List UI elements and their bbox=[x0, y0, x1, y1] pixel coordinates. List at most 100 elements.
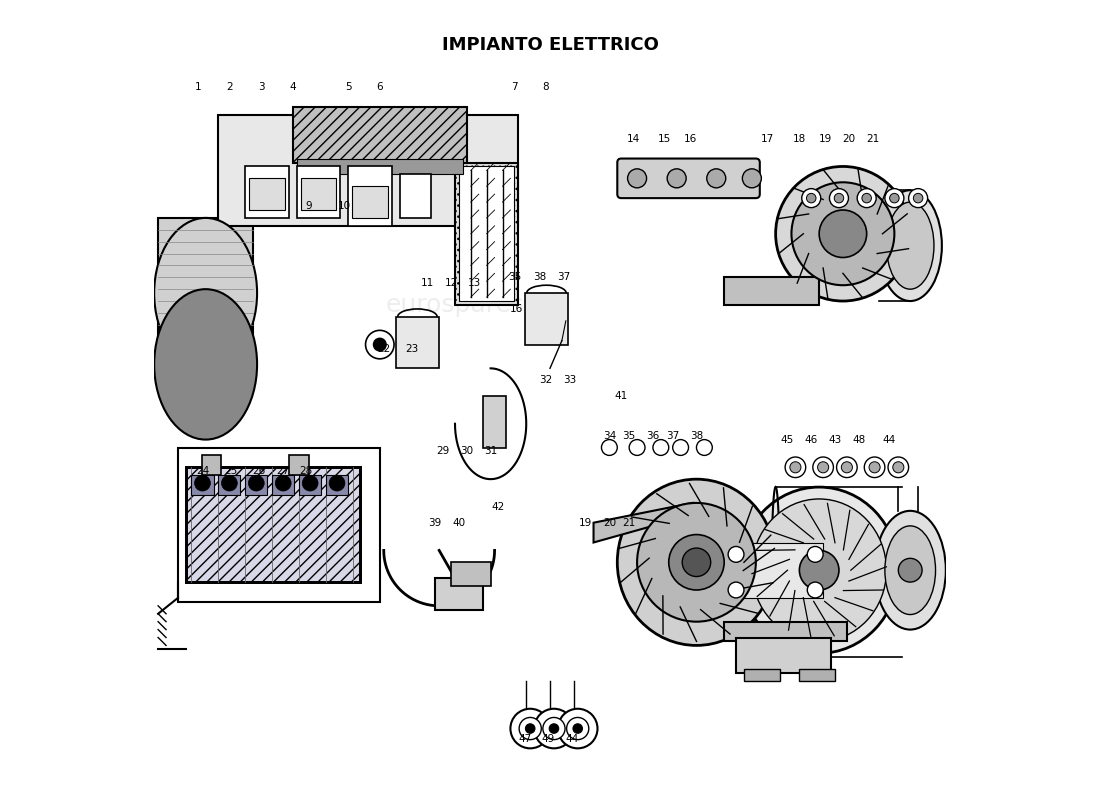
Circle shape bbox=[558, 709, 597, 748]
Text: 16: 16 bbox=[684, 134, 697, 144]
Text: 37: 37 bbox=[667, 430, 680, 441]
Polygon shape bbox=[594, 503, 693, 542]
Circle shape bbox=[365, 330, 394, 359]
Text: 8: 8 bbox=[542, 82, 549, 92]
Ellipse shape bbox=[874, 511, 946, 630]
Text: 35: 35 bbox=[623, 430, 636, 441]
Text: 39: 39 bbox=[429, 518, 442, 528]
Text: 38: 38 bbox=[534, 272, 547, 282]
Text: 20: 20 bbox=[603, 518, 616, 528]
Bar bbox=[436, 578, 483, 610]
Circle shape bbox=[519, 718, 541, 740]
Ellipse shape bbox=[669, 534, 724, 590]
Bar bbox=[352, 186, 387, 218]
Circle shape bbox=[696, 439, 713, 455]
Text: 29: 29 bbox=[437, 446, 450, 457]
Circle shape bbox=[913, 194, 923, 203]
Bar bbox=[245, 166, 289, 218]
Circle shape bbox=[813, 457, 834, 478]
Circle shape bbox=[817, 462, 828, 473]
Circle shape bbox=[195, 475, 210, 491]
Circle shape bbox=[728, 546, 744, 562]
Text: IMPIANTO ELETTRICO: IMPIANTO ELETTRICO bbox=[441, 36, 659, 54]
Bar bbox=[250, 178, 285, 210]
Circle shape bbox=[653, 439, 669, 455]
Circle shape bbox=[628, 169, 647, 188]
Text: 33: 33 bbox=[563, 375, 576, 386]
Text: 3: 3 bbox=[257, 82, 264, 92]
Text: 44: 44 bbox=[565, 734, 579, 744]
Ellipse shape bbox=[820, 210, 867, 258]
Ellipse shape bbox=[792, 182, 894, 286]
Text: 49: 49 bbox=[542, 734, 556, 744]
Text: 35: 35 bbox=[508, 272, 521, 282]
Bar bbox=[289, 455, 308, 475]
Circle shape bbox=[909, 189, 927, 208]
Circle shape bbox=[857, 189, 877, 208]
Text: 9: 9 bbox=[305, 201, 312, 211]
Bar bbox=[245, 475, 267, 495]
Circle shape bbox=[374, 338, 386, 351]
Bar bbox=[297, 166, 340, 218]
Circle shape bbox=[602, 439, 617, 455]
Bar bbox=[293, 107, 466, 162]
Circle shape bbox=[549, 724, 559, 734]
Text: 13: 13 bbox=[469, 278, 482, 288]
Circle shape bbox=[543, 718, 565, 740]
Text: 21: 21 bbox=[623, 518, 636, 528]
Text: 7: 7 bbox=[512, 82, 518, 92]
Bar bbox=[396, 317, 439, 368]
Text: 22: 22 bbox=[377, 343, 390, 354]
Bar bbox=[272, 475, 295, 495]
Circle shape bbox=[807, 546, 823, 562]
Text: 43: 43 bbox=[828, 434, 842, 445]
Bar bbox=[186, 467, 360, 582]
Bar bbox=[451, 562, 491, 586]
Circle shape bbox=[890, 194, 899, 203]
Bar bbox=[728, 542, 823, 598]
Text: 6: 6 bbox=[376, 82, 383, 92]
Circle shape bbox=[884, 189, 904, 208]
Text: 37: 37 bbox=[557, 272, 570, 282]
Ellipse shape bbox=[154, 289, 257, 439]
Ellipse shape bbox=[800, 550, 839, 590]
Circle shape bbox=[728, 582, 744, 598]
Circle shape bbox=[888, 457, 909, 478]
Text: 30: 30 bbox=[460, 446, 473, 457]
Text: 25: 25 bbox=[224, 466, 238, 476]
Circle shape bbox=[573, 724, 583, 734]
Circle shape bbox=[526, 724, 535, 734]
Text: 24: 24 bbox=[197, 466, 210, 476]
Ellipse shape bbox=[617, 479, 775, 646]
Circle shape bbox=[829, 189, 848, 208]
Circle shape bbox=[806, 194, 816, 203]
Circle shape bbox=[682, 548, 711, 577]
Bar bbox=[191, 475, 213, 495]
Bar bbox=[218, 475, 241, 495]
Text: 40: 40 bbox=[452, 518, 465, 528]
Text: 5: 5 bbox=[344, 82, 351, 92]
Circle shape bbox=[221, 475, 238, 491]
Bar bbox=[326, 475, 348, 495]
Circle shape bbox=[510, 709, 550, 748]
Circle shape bbox=[566, 718, 588, 740]
Circle shape bbox=[899, 558, 922, 582]
Bar bbox=[348, 166, 392, 226]
Circle shape bbox=[742, 169, 761, 188]
Bar bbox=[299, 475, 321, 495]
Text: 1: 1 bbox=[195, 82, 201, 92]
Circle shape bbox=[869, 462, 880, 473]
Ellipse shape bbox=[154, 218, 257, 368]
Bar bbox=[455, 162, 518, 305]
Ellipse shape bbox=[884, 526, 935, 614]
Text: 45: 45 bbox=[781, 434, 794, 445]
Circle shape bbox=[837, 457, 857, 478]
Text: 46: 46 bbox=[804, 434, 818, 445]
Text: 18: 18 bbox=[793, 134, 806, 144]
Circle shape bbox=[629, 439, 645, 455]
Bar bbox=[724, 538, 827, 602]
Text: 15: 15 bbox=[658, 134, 671, 144]
Text: 41: 41 bbox=[615, 391, 628, 401]
Bar bbox=[218, 115, 518, 226]
Text: 17: 17 bbox=[761, 134, 774, 144]
